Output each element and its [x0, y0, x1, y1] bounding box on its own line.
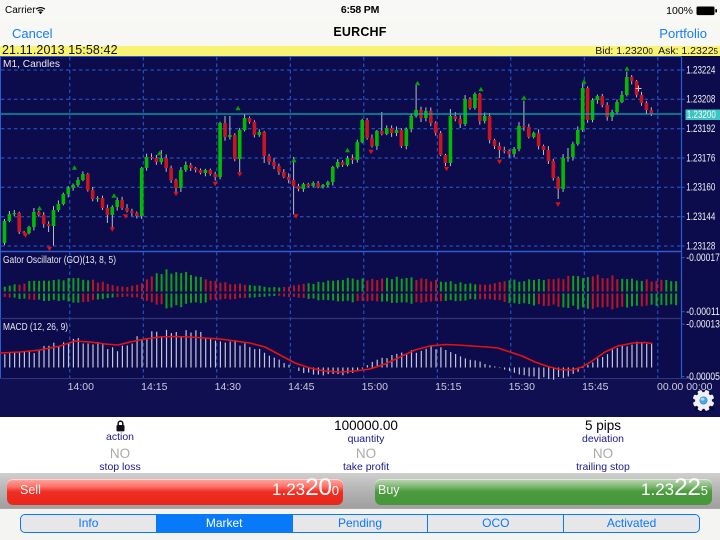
svg-text:-0.00011: -0.00011 [686, 306, 720, 318]
svg-text:15:45: 15:45 [582, 381, 608, 393]
svg-text:-0.00005: -0.00005 [686, 371, 720, 383]
svg-text:1.23224: 1.23224 [686, 64, 715, 76]
svg-text:M1, Candles: M1, Candles [3, 59, 60, 70]
svg-text:1.23128: 1.23128 [686, 240, 715, 252]
svg-text:-0.00013: -0.00013 [686, 319, 720, 331]
svg-text:1.23176: 1.23176 [686, 152, 715, 164]
svg-text:14:45: 14:45 [288, 381, 314, 393]
svg-text:15:15: 15:15 [435, 381, 461, 393]
svg-text:14:00: 14:00 [68, 381, 94, 393]
svg-text:1.23192: 1.23192 [686, 123, 715, 135]
svg-text:14:15: 14:15 [141, 381, 167, 393]
svg-text:1.23144: 1.23144 [686, 211, 715, 223]
svg-text:14:30: 14:30 [215, 381, 241, 393]
svg-text:1.23208: 1.23208 [686, 94, 715, 106]
svg-text:-0.00017: -0.00017 [686, 252, 720, 264]
svg-text:MACD (12, 26, 9): MACD (12, 26, 9) [3, 322, 68, 333]
svg-text:00.00 00:00: 00.00 00:00 [657, 381, 713, 393]
svg-text:15:00: 15:00 [362, 381, 388, 393]
svg-text:1.23160: 1.23160 [686, 182, 715, 194]
svg-text:1.23200: 1.23200 [687, 109, 716, 121]
svg-text:Gator Oscillator (GO)(13, 8, 5: Gator Oscillator (GO)(13, 8, 5) [3, 255, 116, 266]
svg-text:15:30: 15:30 [509, 381, 535, 393]
